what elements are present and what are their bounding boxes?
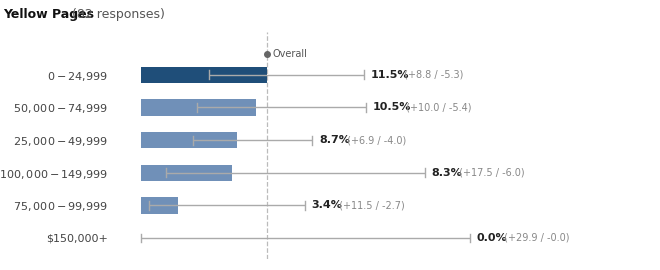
- Text: (+10.0 / -5.4): (+10.0 / -5.4): [403, 102, 472, 113]
- Text: 3.4%: 3.4%: [312, 200, 342, 210]
- Text: Overall: Overall: [273, 49, 308, 59]
- Text: (+17.5 / -6.0): (+17.5 / -6.0): [455, 168, 524, 178]
- Text: (+11.5 / -2.7): (+11.5 / -2.7): [336, 200, 405, 210]
- Text: (+29.9 / -0.0): (+29.9 / -0.0): [501, 233, 570, 243]
- Text: 11.5%: 11.5%: [371, 70, 409, 80]
- Text: Yellow Pages: Yellow Pages: [3, 8, 94, 21]
- Bar: [141, 197, 178, 214]
- Text: 0.0%: 0.0%: [477, 233, 507, 243]
- Bar: [141, 99, 256, 116]
- Bar: [141, 164, 232, 181]
- Bar: [141, 132, 236, 148]
- Text: (82 responses): (82 responses): [68, 8, 165, 21]
- Text: 8.7%: 8.7%: [319, 135, 350, 145]
- Text: (+8.8 / -5.3): (+8.8 / -5.3): [401, 70, 463, 80]
- Bar: [141, 67, 267, 83]
- Text: 8.3%: 8.3%: [431, 168, 462, 178]
- Text: 10.5%: 10.5%: [373, 102, 411, 113]
- Text: (+6.9 / -4.0): (+6.9 / -4.0): [343, 135, 406, 145]
